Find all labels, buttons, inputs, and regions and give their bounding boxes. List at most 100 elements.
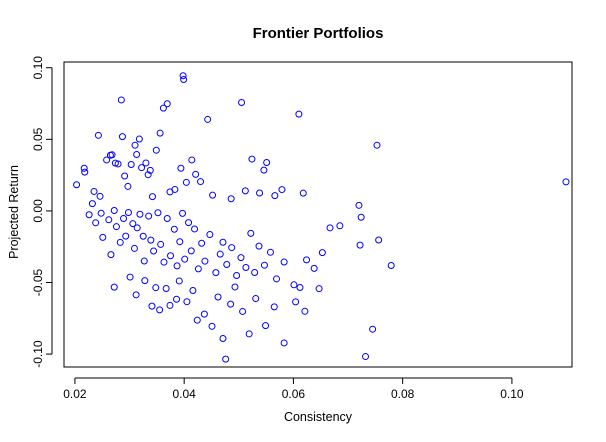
data-point [263,159,271,167]
data-point [295,110,303,118]
data-point [180,75,188,83]
data-point [185,219,193,227]
data-point [118,133,126,141]
data-point [198,239,206,247]
data-point [160,258,168,266]
data-point [129,220,137,228]
y-tick-label: -0.05 [31,269,45,297]
data-point [142,159,150,167]
data-point [146,166,154,174]
data-point [260,166,268,174]
data-point [238,99,246,107]
data-point [156,129,164,137]
data-point [219,335,227,343]
data-point [355,201,363,209]
data-point [315,285,323,293]
y-tick-label: 0.05 [31,127,45,151]
data-point [271,192,279,200]
data-point [97,209,105,217]
data-point [299,189,307,197]
data-point [150,247,158,255]
data-point [157,240,165,248]
data-point [239,307,247,315]
data-point [92,219,100,227]
data-point [152,146,160,154]
data-points [73,72,570,363]
data-point [181,255,189,263]
data-point [120,215,128,223]
data-point [80,164,88,172]
data-point [188,156,196,164]
data-point [303,256,311,264]
data-point [177,164,185,172]
data-point [193,316,201,324]
data-point [162,285,170,293]
data-point [200,310,208,318]
data-point [216,250,224,258]
data-point [121,172,129,180]
data-point [362,353,370,361]
data-point [110,283,118,291]
data-point [173,295,181,303]
chart-title: Frontier Portfolios [253,25,384,42]
data-point [144,171,152,179]
data-point [222,355,230,363]
data-point [108,151,116,159]
data-point [170,225,178,233]
data-point [117,96,125,104]
data-point [197,178,205,186]
data-point [373,141,381,149]
y-tick-label: -0.10 [31,340,45,368]
data-point [214,293,222,301]
data-point [148,193,156,201]
data-point [301,307,309,315]
data-point [88,200,96,208]
data-point [154,209,162,217]
data-point [163,215,171,223]
data-point [179,209,187,217]
data-point [110,206,118,214]
data-point [145,212,153,220]
data-point [124,182,132,190]
data-point [223,260,231,268]
data-point [357,213,365,221]
data-point [245,330,253,338]
data-point [179,72,187,80]
data-point [107,251,115,259]
data-point [256,189,264,197]
data-point [187,247,195,255]
data-point [270,303,278,311]
data-point [292,298,300,306]
data-point [227,195,235,203]
data-point [356,241,364,249]
data-point [212,269,220,277]
data-point [132,291,140,299]
data-point [280,339,288,347]
data-point [103,156,111,164]
y-axis: -0.10 -0.05 0.00 0.05 0.10 [31,56,53,368]
data-point [310,264,318,272]
data-point [194,265,202,273]
data-point [233,272,241,279]
data-point [124,208,132,216]
data-point [127,161,135,169]
data-point [189,287,197,295]
data-point [105,216,113,224]
data-point [176,238,184,246]
data-point [173,262,181,270]
data-point [201,257,209,265]
data-point [219,238,227,246]
data-point [272,275,280,283]
data-point [260,261,268,269]
data-point [96,192,104,200]
y-tick-label: 0.00 [31,199,45,223]
data-point [208,322,216,330]
data-point [262,322,270,330]
data-point [131,141,139,149]
data-point [296,284,304,292]
data-point [326,224,334,232]
x-tick-label: 0.08 [391,387,415,401]
data-point [136,210,144,218]
data-point [183,298,191,306]
